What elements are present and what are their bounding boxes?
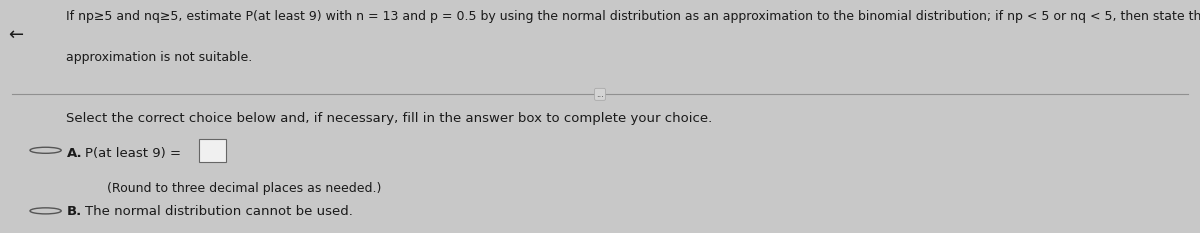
Text: B.: B. xyxy=(67,205,83,218)
Text: ...: ... xyxy=(596,90,604,99)
Text: P(at least 9) =: P(at least 9) = xyxy=(85,147,181,160)
Text: A.: A. xyxy=(67,147,83,160)
Text: approximation is not suitable.: approximation is not suitable. xyxy=(66,51,252,64)
Text: Select the correct choice below and, if necessary, fill in the answer box to com: Select the correct choice below and, if … xyxy=(66,112,713,125)
FancyBboxPatch shape xyxy=(199,139,226,162)
Text: The normal distribution cannot be used.: The normal distribution cannot be used. xyxy=(85,205,353,218)
Text: If np≥5 and nq≥5, estimate P(at least 9) with n = 13 and p = 0.5 by using the no: If np≥5 and nq≥5, estimate P(at least 9)… xyxy=(66,10,1200,24)
Text: ←: ← xyxy=(8,26,24,44)
Text: (Round to three decimal places as needed.): (Round to three decimal places as needed… xyxy=(107,182,382,195)
